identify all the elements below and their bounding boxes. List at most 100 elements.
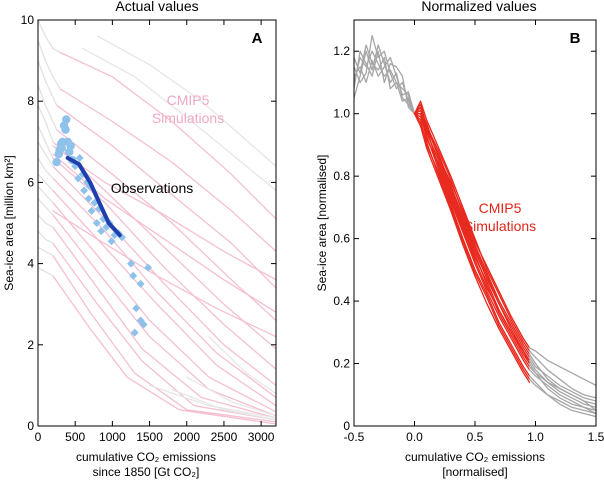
- panel-a-y-tick-label: 6: [27, 175, 34, 189]
- panel-a-observations-line: [65, 156, 122, 238]
- panel-b-series-layer: [354, 34, 596, 418]
- panel-b-y-tick-label: 1.0: [333, 107, 350, 121]
- panel-b-series-line: [413, 113, 531, 383]
- panel-a-series-line: [38, 214, 54, 228]
- panel-b-series-line: [413, 113, 531, 371]
- observation-point: [97, 227, 106, 236]
- panel-a-series-line: [38, 173, 54, 192]
- panel-a-series-line: [148, 384, 276, 419]
- panel-b-simulations-label: Simulations: [464, 218, 536, 234]
- panel-a-series-line: [38, 141, 54, 167]
- panel-a-series-line: [52, 214, 276, 417]
- panel-a-series-line: [59, 88, 276, 253]
- observation-point: [75, 154, 84, 163]
- panel-a-series-line: [52, 254, 276, 423]
- panel-a-series-line: [52, 226, 276, 419]
- panel-a-cmip5-label: CMIP5: [167, 92, 210, 108]
- panel-a-series-line: [52, 210, 276, 338]
- panel-a-series-line: [38, 267, 54, 277]
- observation-point: [61, 125, 70, 134]
- panel-b-y-tick-label: 1.2: [333, 44, 350, 58]
- panel-b-series-line: [354, 56, 416, 115]
- panel-b-y-tick-label: 0.6: [333, 232, 350, 246]
- panel-a-series-line: [38, 124, 54, 159]
- panel-b-plot: -0.5 0.0 0.5 1.0 1.5 0 0.2 0.4 0.6 0.8 1.0 1.2: [333, 19, 604, 444]
- panel-b-series-line: [413, 109, 531, 365]
- panel-b-title: Normalized values: [421, 0, 536, 14]
- panel-a-series-line: [38, 185, 54, 204]
- observation-point: [92, 219, 101, 227]
- panel-b-ylabel: Sea-ice area [normalised]: [315, 155, 329, 292]
- panel-b-series-line: [528, 366, 596, 412]
- panel-b-series-line: [354, 44, 416, 115]
- panel-b-cmip5-label: CMIP5: [479, 200, 522, 216]
- observation-point: [132, 304, 141, 313]
- observation-point: [66, 141, 75, 151]
- panel-a-series-line: [171, 388, 276, 421]
- panel-a-y-tick-label: 4: [27, 257, 34, 271]
- panel-a-series-line: [38, 39, 61, 90]
- panel-a-title: Actual values: [115, 0, 198, 14]
- panel-a-series-line: [38, 197, 54, 216]
- panel-a-x-tick-label: 3000: [248, 430, 275, 444]
- panel-a-series-line: [59, 51, 276, 220]
- panel-a-series-line: [38, 246, 54, 257]
- panel-a-series-line: [52, 242, 276, 421]
- panel-a-x-tick-label: 500: [65, 430, 85, 444]
- panel-a-series-line: [81, 47, 276, 192]
- panel-b-series-line: [413, 106, 531, 349]
- panel-b-series-line: [413, 100, 531, 352]
- panel-a-xlabel-line2: since 1850 [Gt CO₂]: [93, 465, 200, 479]
- panel-a-x-tick-label: 2000: [173, 430, 200, 444]
- panel-a-series-line: [38, 20, 61, 54]
- panel-a-series-layer: [38, 20, 276, 425]
- panel-a-axes-frame: [37, 19, 277, 427]
- panel-b-x-tick-label: 1.0: [527, 430, 544, 444]
- panel-a-label: A: [252, 30, 263, 47]
- panel-b-x-tick-label: 0.0: [406, 430, 423, 444]
- panel-b-series-line: [528, 369, 596, 415]
- observation-point: [74, 174, 83, 183]
- panel-a-series-line: [38, 157, 54, 179]
- panel-a-y-tick-label: 10: [21, 13, 35, 27]
- panel-b-x-tick-label: -0.5: [344, 430, 365, 444]
- panel-a-series-line: [38, 104, 54, 143]
- observation-point: [57, 143, 66, 153]
- panel-b-y-tick-label: 0.2: [333, 357, 350, 371]
- panel-a-simulations-label: Simulations: [152, 110, 224, 126]
- panel-a-series-line: [52, 189, 276, 407]
- observation-point: [84, 194, 93, 203]
- observation-point: [80, 186, 89, 195]
- observation-point: [130, 328, 139, 337]
- panel-a-series-line: [52, 202, 276, 413]
- panel-a-y-tick-label: 8: [27, 94, 34, 108]
- observation-point: [129, 271, 138, 280]
- observation-point: [107, 237, 116, 246]
- panel-a-x-tick-label: 0: [35, 430, 42, 444]
- panel-b-series-line: [528, 375, 596, 418]
- panel-a-series-line: [52, 177, 276, 399]
- panel-a-observations-label: Observations: [111, 180, 193, 196]
- panel-a-x-tick-label: 2500: [211, 430, 238, 444]
- panel-b-y-tick-label: 0.4: [333, 294, 350, 308]
- panel-b-series-line: [413, 113, 531, 380]
- panel-b-series-line: [528, 356, 596, 402]
- panel-a-series-line: [38, 230, 54, 244]
- panel-a-series-line: [208, 336, 276, 395]
- panel-a-series-line: [38, 84, 58, 131]
- panel-a-x-tick-label: 1500: [136, 430, 163, 444]
- panel-a-series-line: [52, 275, 276, 425]
- panel-b-label: B: [570, 30, 581, 47]
- panel-b-y-tick-label: 0.8: [333, 169, 350, 183]
- observation-point: [136, 316, 145, 325]
- panel-a-x-tick-label: 1000: [99, 430, 126, 444]
- panel-a-observations-scatter: [52, 115, 153, 337]
- observation-point: [87, 206, 96, 215]
- observation-point: [62, 115, 71, 124]
- panel-b-xlabel-line1: cumulative CO₂ emissions: [405, 450, 545, 464]
- panel-a-y-tick-label: 2: [27, 338, 34, 352]
- observation-point: [136, 279, 145, 288]
- panel-a-series-line: [52, 141, 276, 350]
- panel-b-x-tick-label: 0.5: [467, 430, 484, 444]
- panel-a-xlabel-line1: cumulative CO₂ emissions: [76, 450, 216, 464]
